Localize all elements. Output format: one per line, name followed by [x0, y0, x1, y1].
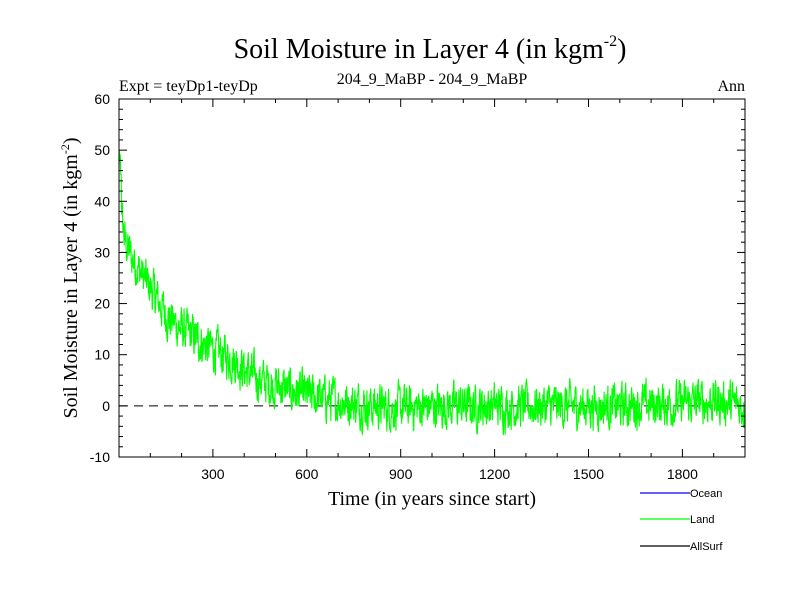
x-tick-label: 300: [201, 466, 225, 482]
subtitle-right: Ann: [717, 78, 745, 95]
series-land-line: [118, 150, 746, 436]
y-tick-label: 50: [94, 142, 110, 158]
x-tick-label: 600: [295, 466, 319, 482]
subtitle-center: 204_9_MaBP - 204_9_MaBP: [337, 71, 528, 88]
y-tick-label: -10: [90, 449, 110, 465]
legend-label-allsurf: AllSurf: [690, 541, 723, 553]
legend: Ocean Land AllSurf: [640, 488, 723, 553]
chart-title-sup: -2: [604, 33, 617, 50]
y-tick-label: 40: [94, 193, 110, 209]
y-tick-label: 30: [94, 244, 110, 260]
chart-title: Soil Moisture in Layer 4 (in kgm-2): [234, 33, 627, 65]
plot-area: 300 600 900 1200 1500 1800 -10 0 10 20 30 40 50 60: [90, 91, 746, 482]
x-tick-label: 1200: [479, 466, 510, 482]
x-axis-label: Time (in years since start): [328, 488, 536, 510]
y-axis-label-sup: -2: [58, 144, 72, 154]
y-tick-label: 60: [94, 91, 110, 107]
legend-label-land: Land: [690, 514, 714, 526]
subtitle-left: Expt = teyDp1-teyDp: [119, 78, 258, 95]
y-tick-label: 10: [94, 347, 110, 363]
x-tick-label: 900: [389, 466, 413, 482]
x-tick-label: 1800: [667, 466, 698, 482]
y-tick-label: 20: [94, 296, 110, 312]
y-tick-label: 0: [102, 398, 110, 414]
y-axis-label: Soil Moisture in Layer 4 (in kgm-2): [58, 137, 82, 418]
x-tick-label: 1500: [573, 466, 604, 482]
legend-label-ocean: Ocean: [690, 488, 722, 500]
